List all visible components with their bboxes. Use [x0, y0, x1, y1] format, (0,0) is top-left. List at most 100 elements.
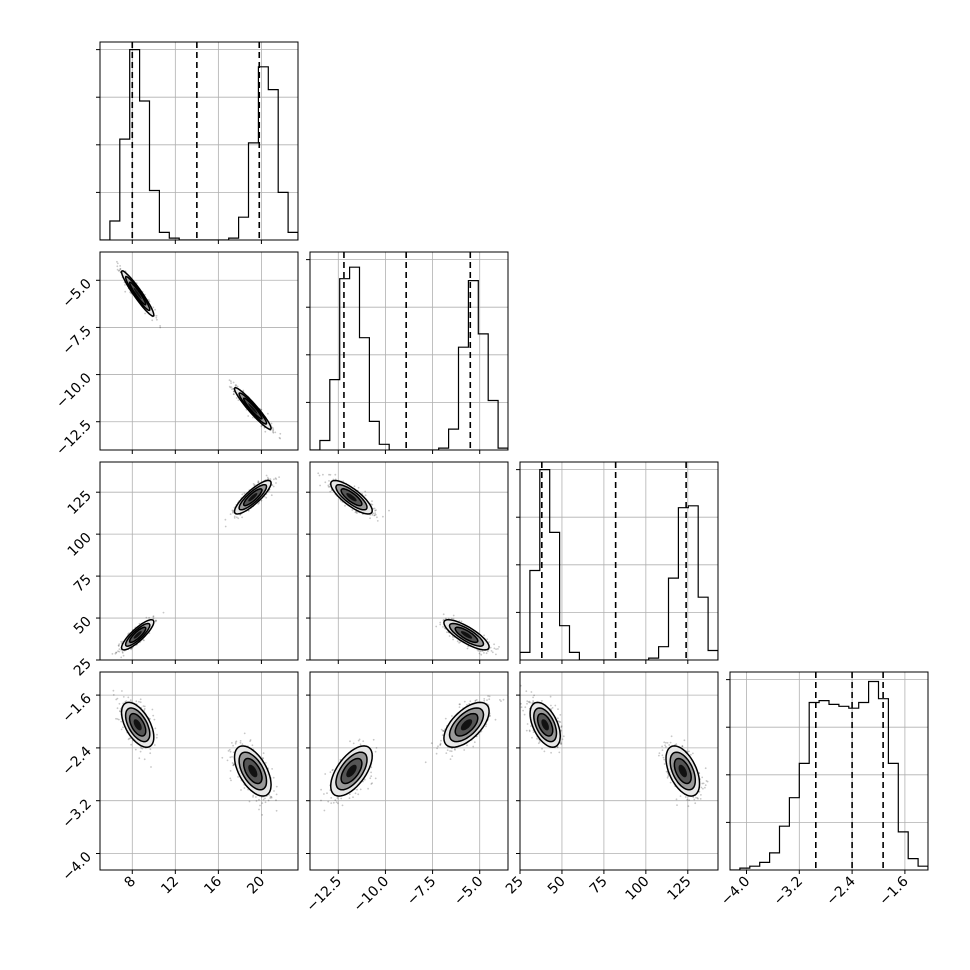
- scatter-point: [151, 319, 154, 322]
- scatter-point: [151, 708, 154, 711]
- scatter-point: [272, 431, 274, 433]
- x-tick-label: −7.5: [404, 874, 439, 909]
- scatter-point: [230, 380, 232, 383]
- scatter-point: [233, 515, 236, 518]
- scatter-point: [529, 701, 531, 704]
- scatter-point: [524, 706, 527, 709]
- scatter-point: [255, 800, 258, 802]
- scatter-point: [481, 650, 484, 652]
- scatter-point: [375, 747, 378, 749]
- scatter-point: [224, 518, 227, 521]
- scatter-point: [272, 428, 275, 431]
- scatter-point: [562, 735, 565, 738]
- scatter-point: [463, 700, 466, 703]
- scatter-point: [232, 393, 235, 395]
- scatter-point: [262, 798, 265, 801]
- scatter-point: [270, 422, 273, 425]
- scatter-point: [491, 651, 494, 654]
- scatter-point: [440, 728, 443, 731]
- scatter-point: [247, 509, 250, 512]
- scatter-point: [437, 745, 439, 748]
- scatter-point: [449, 758, 452, 760]
- scatter-point: [328, 480, 330, 482]
- scatter-point: [115, 651, 117, 654]
- panel-3-2: 25 50 75 100 125: [503, 671, 719, 904]
- scatter-point: [480, 653, 483, 656]
- scatter-point: [450, 750, 453, 753]
- scatter-point: [143, 705, 146, 708]
- scatter-point: [489, 646, 492, 649]
- scatter-point: [260, 499, 263, 502]
- scatter-point: [154, 620, 157, 623]
- contour-line: [124, 707, 151, 743]
- scatter-point: [467, 645, 470, 648]
- scatter-point: [353, 485, 356, 488]
- panel-1-0: −12.5−10.0−7.5−5.0: [53, 251, 299, 459]
- scatter-point: [232, 763, 235, 766]
- scatter-point: [373, 514, 376, 517]
- contour-line: [448, 707, 485, 743]
- scatter-point: [500, 700, 502, 702]
- scatter-point: [439, 744, 442, 746]
- x-tick-label: 12: [158, 874, 182, 898]
- scatter-point: [477, 650, 480, 652]
- scatter-point: [262, 757, 264, 760]
- scatter-point: [229, 777, 232, 780]
- scatter-point: [440, 739, 442, 742]
- panel-frame: [99, 251, 299, 451]
- scatter-point: [340, 797, 343, 800]
- scatter-point: [159, 326, 162, 329]
- scatter-point: [271, 484, 274, 486]
- scatter-point: [231, 756, 233, 758]
- scatter-point: [439, 742, 442, 745]
- scatter-point: [231, 510, 234, 513]
- scatter-point: [232, 751, 235, 754]
- scatter-point: [149, 748, 152, 751]
- panel-content: [100, 672, 298, 870]
- scatter-point: [468, 702, 471, 705]
- scatter-point: [442, 613, 445, 616]
- scatter-point: [351, 509, 354, 511]
- scatter-point: [485, 725, 487, 728]
- scatter-point: [424, 761, 427, 764]
- scatter-point: [267, 799, 270, 802]
- scatter-point: [275, 799, 277, 802]
- scatter-point: [329, 473, 332, 476]
- scatter-point: [255, 796, 257, 798]
- scatter-point: [119, 710, 121, 712]
- scatter-point: [234, 742, 237, 745]
- contour-line: [443, 618, 490, 651]
- density-fill: [346, 493, 357, 502]
- scatter-point: [233, 517, 236, 519]
- scatter-point: [442, 730, 445, 732]
- scatter-point: [549, 695, 552, 698]
- scatter-point: [270, 494, 273, 497]
- y-tick-label: −7.5: [59, 323, 94, 358]
- scatter-point: [560, 743, 562, 745]
- scatter-point: [243, 732, 246, 735]
- scatter-point: [358, 738, 361, 741]
- scatter-point: [267, 478, 270, 481]
- scatter-point: [231, 509, 234, 512]
- scatter-point: [488, 698, 491, 701]
- scatter-point: [148, 616, 150, 619]
- scatter-point: [376, 520, 379, 522]
- scatter-point: [142, 705, 145, 707]
- scatter-point: [561, 738, 564, 741]
- panel-content: [100, 252, 298, 450]
- scatter-point: [227, 750, 230, 752]
- scatter-point: [560, 741, 562, 744]
- scatter-point: [319, 484, 321, 487]
- scatter-point: [466, 744, 468, 747]
- scatter-point: [241, 493, 244, 496]
- scatter-point: [232, 764, 235, 767]
- scatter-point: [486, 699, 488, 701]
- scatter-point: [541, 747, 543, 750]
- scatter-point: [257, 481, 259, 484]
- contour-line: [340, 488, 363, 507]
- contour-line: [120, 701, 155, 748]
- scatter-point: [278, 476, 280, 478]
- x-tick-label: 16: [201, 873, 225, 897]
- contour-line: [242, 488, 263, 507]
- scatter-point: [324, 481, 327, 484]
